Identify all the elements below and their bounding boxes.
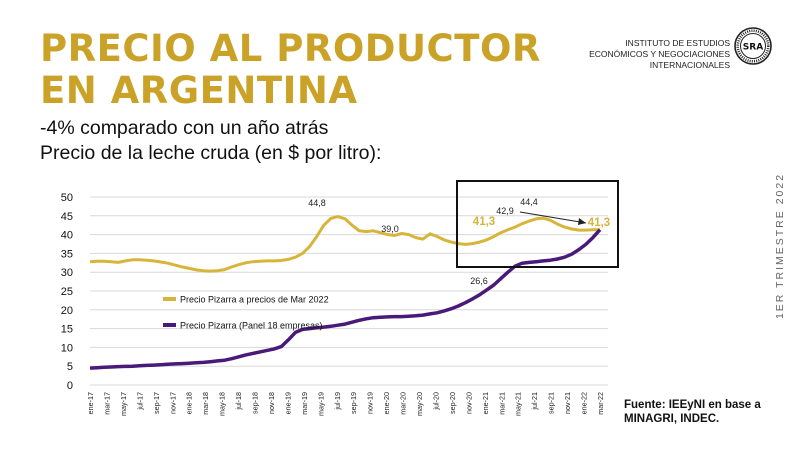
- x-tick-label: sep-21: [547, 392, 556, 414]
- svg-text:SRA: SRA: [743, 43, 763, 53]
- series-line-precio-mar-2022: [89, 215, 600, 273]
- x-tick-label: may-19: [316, 392, 325, 416]
- institution-line-2: ECONÓMICOS Y NEGOCIACIONES: [589, 49, 730, 59]
- x-tick-label: sep-17: [152, 392, 161, 414]
- side-label: 1ER TRIMESTRE 2022: [774, 173, 786, 319]
- x-tick-label: may-21: [514, 392, 523, 416]
- x-tick-label: mar-17: [102, 392, 111, 415]
- legend-label: Precio Pizarra (Panel 18 empresas): [180, 321, 323, 331]
- x-tick-label: jul-19: [333, 392, 342, 411]
- x-tick-label: ene-20: [382, 392, 391, 414]
- quarter-label: 1ER TRIMESTRE 2022: [774, 173, 786, 319]
- data-label: 39,0: [381, 224, 399, 234]
- y-tick-label: 30: [61, 267, 73, 279]
- x-tick-label: ene-17: [86, 392, 95, 414]
- y-tick-label: 0: [67, 380, 73, 392]
- data-label: 26,6: [470, 276, 488, 286]
- source-note: Fuente: IEEyNI en base a MINAGRI, INDEC.: [624, 398, 761, 426]
- subtitle-line-1: -4% comparado con un año atrás: [40, 117, 329, 139]
- institution-line-1: INSTITUTO DE ESTUDIOS: [625, 38, 730, 48]
- x-tick-label: jul-17: [135, 392, 144, 411]
- x-tick-label: jul-21: [530, 392, 539, 411]
- legend: Precio Pizarra a precios de Mar 2022 Prec…: [163, 295, 329, 331]
- annotations: 44,839,041,342,944,441,326,6: [308, 197, 610, 286]
- y-tick-label: 25: [61, 286, 73, 298]
- data-label: 42,9: [496, 206, 514, 216]
- x-tick-label: mar-19: [300, 392, 309, 415]
- annotation-arrow: [519, 211, 587, 224]
- y-tick-label: 15: [61, 324, 73, 336]
- institution-name: INSTITUTO DE ESTUDIOS ECONÓMICOS Y NEGOC…: [589, 38, 730, 71]
- source-line-2: MINAGRI, INDEC.: [624, 413, 720, 425]
- y-tick-label: 40: [61, 230, 73, 242]
- y-tick-label: 45: [61, 211, 73, 223]
- chart-grid: [90, 196, 608, 386]
- y-tick-label: 50: [61, 192, 73, 204]
- x-tick-label: mar-18: [201, 392, 210, 415]
- data-label: 41,3: [588, 217, 610, 229]
- legend-label: Precio Pizarra a precios de Mar 2022: [180, 295, 329, 305]
- x-tick-label: sep-19: [349, 392, 358, 414]
- x-tick-label: nov-19: [366, 392, 375, 414]
- sra-logo: SRA: [734, 27, 772, 65]
- x-tick-label: ene-21: [481, 392, 490, 414]
- annotation-arrowhead: [578, 218, 586, 225]
- x-tick-label: nov-18: [267, 392, 276, 414]
- x-tick-label: mar-21: [497, 392, 506, 415]
- x-tick-label: sep-18: [251, 392, 260, 414]
- title-line-1: PRECIO AL PRODUCTOR: [40, 27, 541, 70]
- x-tick-label: jul-18: [234, 392, 243, 411]
- y-tick-label: 20: [61, 305, 73, 317]
- data-label: 44,4: [520, 197, 538, 207]
- x-axis-ticks: ene-17 mar-17 may-17 jul-17 sep-17 nov-17 ene-…: [86, 392, 605, 416]
- x-tick-label: nov-17: [168, 392, 177, 414]
- x-tick-label: may-17: [119, 392, 128, 416]
- x-tick-label: ene-18: [185, 392, 194, 414]
- highlight-box: [456, 180, 619, 268]
- source-line-1: Fuente: IEEyNI en base a: [624, 399, 761, 411]
- x-tick-label: jul-20: [431, 392, 440, 411]
- x-tick-label: mar-22: [596, 392, 605, 415]
- x-tick-label: may-20: [415, 392, 424, 416]
- data-label: 41,3: [473, 216, 495, 228]
- x-tick-label: nov-21: [563, 392, 572, 414]
- x-tick-label: sep-20: [448, 392, 457, 414]
- page-title: PRECIO AL PRODUCTOR EN ARGENTINA: [40, 28, 541, 112]
- data-label: 44,8: [308, 198, 326, 208]
- y-tick-label: 10: [61, 342, 73, 354]
- x-tick-label: nov-20: [464, 392, 473, 414]
- y-tick-label: 5: [67, 361, 73, 373]
- title-line-2: EN ARGENTINA: [40, 69, 358, 112]
- subtitle: -4% comparado con un año atrás Precio de…: [40, 116, 381, 166]
- subtitle-line-2: Precio de la leche cruda (en $ por litro…: [40, 142, 382, 164]
- x-tick-label: mar-20: [399, 392, 408, 415]
- institution-line-3: INTERNACIONALES: [649, 60, 730, 70]
- y-axis-ticks: 0 5 10 15 20 25 30 35 40 45 50: [61, 192, 73, 392]
- x-tick-label: ene-22: [580, 392, 589, 414]
- x-tick-label: ene-19: [283, 392, 292, 414]
- x-tick-label: may-18: [218, 392, 227, 416]
- y-tick-label: 35: [61, 248, 73, 260]
